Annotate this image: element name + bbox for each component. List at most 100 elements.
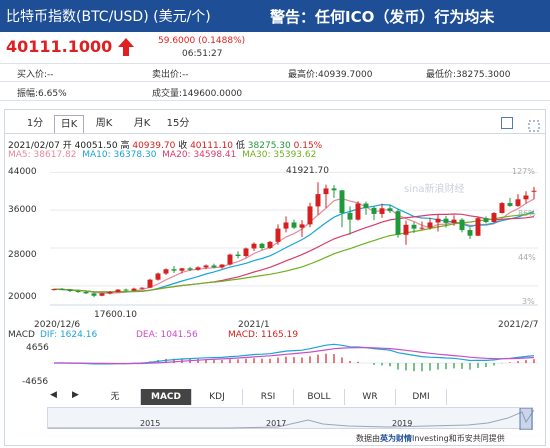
candle	[187, 266, 193, 272]
fullscreen-icon[interactable]	[501, 117, 513, 129]
candle-body	[403, 224, 409, 235]
watermark: sina新浪财经	[404, 184, 465, 195]
candle	[331, 185, 337, 198]
candle-body	[315, 194, 321, 207]
nav-right-button[interactable]: ▶	[72, 390, 79, 400]
candle	[163, 268, 169, 275]
y-tick-label: 20000	[8, 292, 37, 302]
candle-body	[347, 213, 353, 220]
candle	[523, 191, 529, 204]
price-time: 06:51:27	[182, 49, 223, 59]
candle-body	[275, 228, 281, 242]
tab-indicator-macd[interactable]: MACD	[141, 389, 192, 405]
candle	[419, 221, 425, 231]
tab-15min[interactable]: 15分	[166, 118, 190, 129]
candle	[323, 184, 329, 208]
tab-indicator-wr[interactable]: WR	[345, 389, 396, 405]
macd-title: MACD	[8, 330, 35, 340]
candle-body	[451, 219, 457, 223]
candle	[155, 272, 161, 281]
info-date: 2021/02/07	[8, 141, 60, 151]
macd-chart	[50, 343, 538, 372]
candle	[139, 287, 145, 290]
candle	[363, 201, 369, 215]
candle-body	[139, 287, 145, 289]
chart-panel	[4, 109, 546, 446]
candle	[459, 218, 465, 233]
open-label: 开	[62, 141, 72, 151]
candle-body	[107, 291, 113, 294]
candle	[347, 206, 353, 235]
tab-daily[interactable]: 日K	[54, 115, 84, 134]
candle	[443, 215, 449, 228]
candle-body	[387, 208, 393, 212]
nav-left-button[interactable]: ◀	[50, 390, 57, 400]
candle-body	[195, 267, 201, 270]
ma20-value: MA20: 34598.41	[162, 150, 237, 160]
tab-1min[interactable]: 1分	[26, 118, 44, 129]
candle-body	[395, 211, 401, 235]
data-source: 数据由英为财情Investing和币安共同提供	[356, 433, 505, 444]
arrow-up-icon	[118, 38, 134, 56]
candle	[531, 186, 537, 200]
low-value: 38275.30	[247, 141, 291, 151]
overview-year: 2015	[140, 419, 161, 428]
candle	[267, 240, 273, 249]
candle-body	[283, 222, 289, 229]
candle-body	[523, 195, 529, 200]
candle-body	[235, 254, 241, 257]
current-price: 40111.1000	[6, 37, 113, 56]
source-mid: Investing和币安	[412, 434, 473, 443]
source-prefix: 数据由	[356, 434, 380, 443]
divider	[0, 81, 550, 82]
ma-line-ma5	[53, 197, 535, 294]
candle-body	[331, 188, 337, 191]
candle-body	[123, 289, 129, 291]
candle	[131, 287, 137, 292]
x-tick-label: 2021/2/7	[498, 320, 538, 330]
candle-body	[467, 230, 473, 236]
dif-legend: DIF: 1624.16	[40, 330, 97, 340]
high-label: 高	[120, 141, 130, 151]
tab-indicator-dmi[interactable]: DMI	[396, 389, 447, 405]
candle-body	[163, 269, 169, 274]
candle	[107, 291, 113, 295]
overview-navigator[interactable]	[47, 407, 535, 431]
candle-body	[507, 203, 513, 206]
pct-tick-label: 3%	[522, 297, 535, 306]
grid	[50, 171, 538, 306]
tab-monthly[interactable]: 月K	[133, 118, 151, 129]
change-pct: 0.15%	[293, 141, 323, 151]
settings-icon[interactable]	[528, 117, 540, 132]
y-tick-label: 36000	[8, 205, 37, 215]
divider	[0, 63, 550, 64]
candle-body	[179, 268, 185, 271]
tab-weekly[interactable]: 周K	[95, 118, 113, 129]
candle	[339, 189, 345, 228]
candle-body	[499, 203, 505, 214]
ohlc-info: 2021/02/07 开 40051.50 高 40939.70 收 40111…	[8, 138, 322, 151]
candle	[379, 203, 385, 218]
candle	[243, 247, 249, 258]
candle-body	[131, 288, 137, 291]
tab-indicator-rsi[interactable]: RSI	[243, 389, 294, 405]
candle	[467, 227, 473, 240]
candle-body	[491, 213, 497, 222]
tab-indicator-none[interactable]: 无	[90, 389, 141, 405]
tab-indicator-kdj[interactable]: KDJ	[192, 389, 243, 405]
candle	[75, 290, 81, 293]
candle	[251, 242, 257, 251]
candle-body	[267, 241, 273, 248]
x-tick-label: 2020/12/6	[34, 320, 80, 330]
candle	[515, 194, 521, 207]
candle	[411, 222, 417, 233]
x-tick-label: 2021/1	[238, 320, 270, 330]
tab-indicator-boll[interactable]: BOLL	[294, 389, 345, 405]
candle	[315, 182, 321, 215]
candle-body	[211, 265, 217, 268]
candle-body	[243, 248, 249, 257]
candle	[259, 242, 265, 250]
max-annotation: 41921.70	[286, 166, 329, 176]
stats-panel: 买入价:-- 卖出价:-- 最高价:40939.7000 最低价:38275.3…	[0, 63, 550, 101]
candle	[403, 220, 409, 245]
